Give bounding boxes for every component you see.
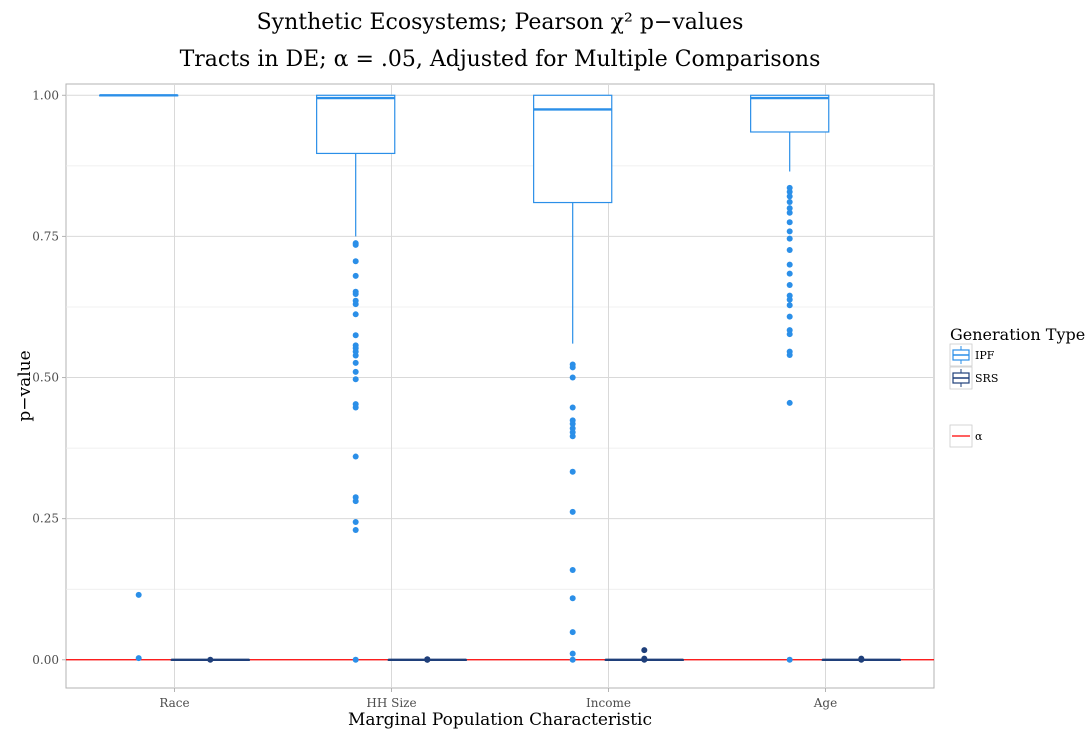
y-axis-title: p−value [15, 350, 35, 421]
outlier-point [569, 468, 576, 475]
outlier-point [352, 258, 359, 265]
x-tick-label: Income [586, 696, 631, 710]
outlier-point [352, 272, 359, 279]
x-tick-label: HH Size [366, 696, 416, 710]
x-axis-title: Marginal Population Characteristic [348, 710, 652, 730]
x-tick-label: Race [159, 696, 189, 710]
outlier-point [352, 359, 359, 366]
outlier-point [352, 311, 359, 318]
y-tick-label: 0.50 [32, 371, 59, 385]
box-ipf-hh-size [316, 94, 396, 155]
legend-label-srs: SRS [975, 372, 998, 385]
y-tick-label: 1.00 [32, 88, 59, 102]
outlier-point [207, 656, 214, 663]
outlier-point [786, 235, 793, 242]
outlier-point [786, 296, 793, 303]
outlier-point [641, 655, 648, 662]
outlier-point [352, 352, 359, 359]
outlier-point [352, 656, 359, 663]
outlier-point [786, 331, 793, 338]
outlier-point [352, 526, 359, 533]
outlier-layer [135, 184, 865, 663]
outlier-point [786, 198, 793, 205]
box-ipf-income [533, 94, 613, 204]
legend-title: Generation Type [950, 325, 1085, 344]
outlier-point [135, 655, 142, 662]
outlier-point [352, 453, 359, 460]
outlier-point [569, 508, 576, 515]
outlier-point [786, 219, 793, 226]
outlier-point [786, 313, 793, 320]
outlier-point [352, 498, 359, 505]
box-ipf-age [750, 94, 830, 133]
outlier-point [569, 420, 576, 427]
outlier-point [786, 228, 793, 235]
y-tick-label: 0.00 [32, 653, 59, 667]
chart-title: Synthetic Ecosystems; Pearson χ² p−value… [257, 10, 744, 35]
outlier-point [786, 246, 793, 253]
outlier-point [858, 655, 865, 662]
outlier-point [569, 656, 576, 663]
plot-panel [65, 83, 935, 689]
chart-subtitle: Tracts in DE; α = .05, Adjusted for Mult… [180, 47, 821, 72]
y-axis-ticks: 0.00 0.25 0.50 0.75 1.00 [32, 88, 66, 667]
outlier-point [569, 433, 576, 440]
outlier-point [135, 591, 142, 598]
outlier-point [424, 656, 431, 663]
outlier-point [352, 241, 359, 248]
outlier-point [569, 567, 576, 574]
outlier-point [641, 647, 648, 654]
legend-label-alpha: α [975, 430, 983, 443]
outlier-point [786, 261, 793, 268]
outlier-point [786, 399, 793, 406]
y-tick-label: 0.75 [32, 229, 59, 243]
outlier-point [786, 188, 793, 195]
outlier-point [569, 374, 576, 381]
outlier-point [352, 404, 359, 411]
y-tick-label: 0.25 [32, 512, 59, 526]
outlier-point [569, 404, 576, 411]
outlier-point [786, 302, 793, 309]
x-tick-label: Age [813, 696, 837, 710]
legend-label-ipf: IPF [975, 349, 995, 362]
outlier-point [352, 368, 359, 375]
outlier-point [352, 332, 359, 339]
outlier-point [786, 209, 793, 216]
outlier-point [786, 270, 793, 277]
outlier-point [786, 205, 793, 212]
legend: Generation Type IPF SRS α [949, 325, 1085, 448]
outlier-point [786, 281, 793, 288]
outlier-point [352, 376, 359, 383]
outlier-point [352, 519, 359, 526]
outlier-point [569, 629, 576, 636]
x-axis-ticks: Race HH Size Income Age [159, 688, 837, 710]
outlier-point [569, 595, 576, 602]
outlier-point [569, 364, 576, 371]
outlier-point [786, 193, 793, 200]
outlier-point [786, 656, 793, 663]
outlier-point [352, 290, 359, 297]
outlier-point [786, 351, 793, 358]
outlier-point [352, 301, 359, 308]
outlier-point [569, 650, 576, 657]
